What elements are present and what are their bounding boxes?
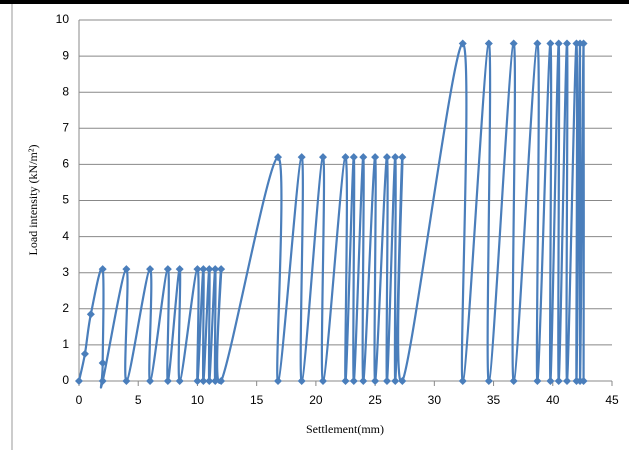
- y-tick-label: 8: [62, 84, 69, 98]
- marker: [193, 377, 202, 385]
- marker: [217, 265, 226, 274]
- x-tick-label: 0: [76, 393, 83, 407]
- marker: [80, 349, 89, 358]
- marker: [349, 377, 358, 385]
- marker: [458, 377, 467, 385]
- top-bar: [0, 0, 629, 4]
- marker: [341, 377, 350, 385]
- x-tick-label: 5: [135, 393, 142, 407]
- y-tick-label: 2: [62, 301, 69, 315]
- marker: [163, 377, 172, 385]
- x-tick-label: 25: [368, 393, 382, 407]
- y-tick-label: 7: [62, 120, 69, 134]
- marker: [509, 377, 518, 385]
- y-tick-label: 6: [62, 157, 69, 171]
- y-tick-label: 1: [62, 337, 69, 351]
- marker: [546, 377, 555, 385]
- marker: [199, 265, 208, 274]
- x-tick-label: 40: [546, 393, 560, 407]
- marker: [533, 39, 542, 48]
- marker: [371, 153, 380, 162]
- marker: [199, 377, 208, 385]
- y-tick-label: 3: [62, 265, 69, 279]
- y-tick-label: 10: [56, 12, 70, 26]
- marker: [205, 377, 214, 385]
- y-tick-label: 9: [62, 48, 69, 62]
- marker: [554, 39, 563, 48]
- marker: [273, 377, 282, 385]
- marker: [391, 153, 400, 162]
- marker: [297, 153, 306, 162]
- marker: [382, 377, 391, 385]
- marker: [175, 265, 184, 274]
- marker: [75, 377, 83, 385]
- y-tick-label: 0: [62, 373, 69, 387]
- y-axis-title: Load intensity (kN/m²): [26, 145, 40, 256]
- marker: [318, 153, 327, 162]
- marker: [98, 377, 107, 385]
- marker: [391, 377, 400, 385]
- marker: [579, 39, 588, 48]
- x-tick-label: 20: [309, 393, 323, 407]
- marker: [484, 39, 493, 48]
- marker: [86, 310, 95, 319]
- series-line: [77, 42, 585, 389]
- x-tick-label: 45: [605, 393, 619, 407]
- marker: [146, 265, 155, 274]
- marker: [122, 265, 131, 274]
- marker: [341, 153, 350, 162]
- y-tick-label: 4: [62, 229, 69, 243]
- marker: [359, 153, 368, 162]
- marker: [458, 39, 467, 48]
- x-axis-title: Settlement(mm): [306, 422, 384, 436]
- marker: [163, 265, 172, 274]
- x-tick-label: 35: [487, 393, 501, 407]
- marker: [509, 39, 518, 48]
- y-tick-label: 5: [62, 193, 69, 207]
- marker: [211, 265, 220, 274]
- marker: [359, 377, 368, 385]
- marker: [562, 39, 571, 48]
- marker: [297, 377, 306, 385]
- marker: [546, 39, 555, 48]
- marker: [193, 265, 202, 274]
- marker: [273, 153, 282, 162]
- marker: [318, 377, 327, 385]
- x-tick-label: 30: [428, 393, 442, 407]
- marker: [398, 377, 407, 385]
- x-tick-label: 10: [191, 393, 205, 407]
- marker: [217, 377, 226, 385]
- marker: [484, 377, 493, 385]
- marker: [554, 377, 563, 385]
- marker: [98, 358, 107, 367]
- marker: [382, 153, 391, 162]
- marker: [579, 377, 588, 385]
- marker: [146, 377, 155, 385]
- marker: [533, 377, 542, 385]
- marker: [175, 377, 184, 385]
- marker: [371, 377, 380, 385]
- marker: [349, 153, 358, 162]
- marker: [562, 377, 571, 385]
- marker: [211, 377, 220, 385]
- marker: [205, 265, 214, 274]
- marker: [122, 377, 131, 385]
- x-tick-label: 15: [250, 393, 264, 407]
- marker: [98, 265, 107, 274]
- marker: [398, 153, 407, 162]
